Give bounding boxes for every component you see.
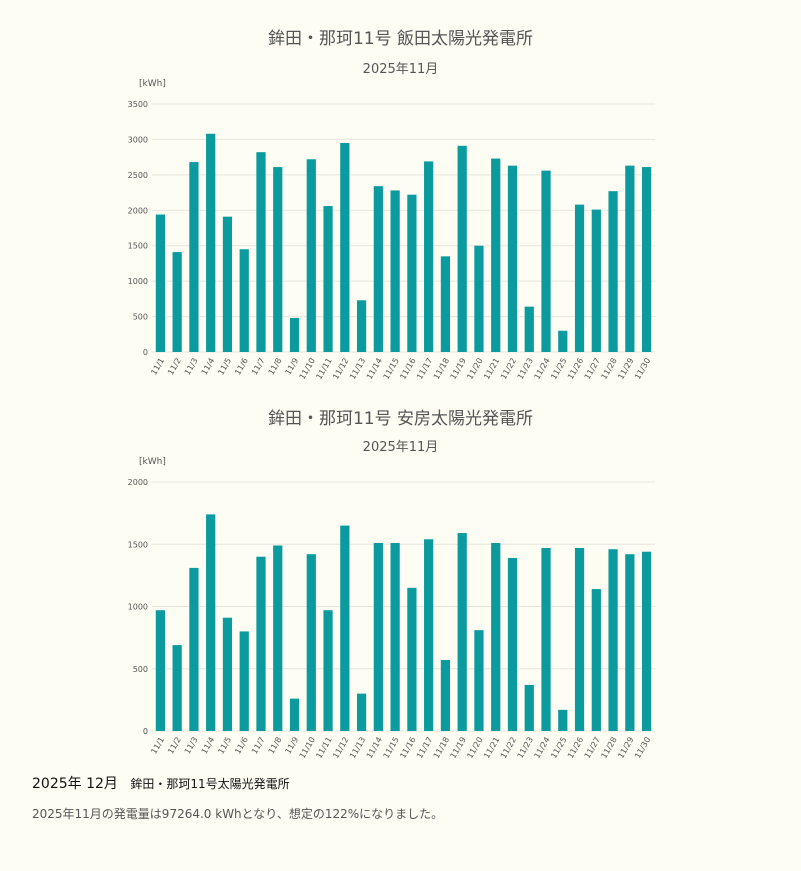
bar-11/20 [474, 630, 484, 731]
bar-11/28 [608, 549, 618, 731]
bar-11/5 [222, 216, 233, 352]
bar-11/7 [256, 152, 266, 352]
x-tick-label: 11/3 [183, 736, 200, 756]
y-axis-unit-label: [kWh] [139, 457, 166, 467]
x-tick-label: 11/1 [149, 736, 166, 756]
bar-11/17 [424, 161, 434, 352]
report-heading: 2025年 12月 鉾田・那珂11号太陽光発電所 [32, 773, 290, 793]
bar-11/12 [340, 525, 350, 731]
x-tick-label: 11/9 [283, 736, 300, 756]
bar-11/16 [407, 587, 417, 731]
bar-11/29 [625, 554, 635, 731]
bar-11/10 [306, 554, 316, 731]
x-tick-label: 11/8 [267, 736, 284, 756]
bar-11/24 [541, 547, 551, 731]
y-tick-label: 3000 [128, 135, 148, 144]
bar-11/18 [440, 660, 451, 731]
bar-11/22 [507, 165, 518, 352]
bar-11/28 [608, 191, 618, 352]
bar-11/22 [507, 557, 518, 731]
y-tick-label: 3500 [128, 100, 148, 109]
bar-11/8 [273, 545, 283, 731]
y-tick-label: 2500 [128, 171, 148, 180]
y-tick-label: 1500 [128, 242, 148, 251]
bar-11/19 [457, 533, 467, 731]
bar-11/12 [340, 142, 350, 352]
y-tick-label: 500 [133, 313, 148, 322]
bar-11/6 [239, 249, 249, 352]
bar-11/13 [356, 300, 367, 352]
bar-11/13 [356, 693, 367, 731]
y-tick-label: 0 [143, 727, 148, 736]
bar-11/27 [591, 589, 601, 731]
report-date: 2025年 12月 [32, 776, 118, 792]
x-tick-label: 11/2 [166, 736, 183, 756]
y-tick-label: 1500 [128, 540, 148, 549]
y-axis-unit-label: [kWh] [139, 79, 166, 89]
bar-11/5 [222, 617, 233, 731]
x-tick-label: 11/7 [250, 736, 267, 756]
bar-11/1 [155, 214, 165, 352]
y-tick-label: 2000 [128, 206, 148, 215]
bar-11/20 [474, 245, 484, 352]
report-plant-name: 鉾田・那珂11号太陽光発電所 [130, 777, 290, 791]
bar-11/26 [574, 204, 585, 352]
y-tick-label: 0 [143, 348, 148, 357]
bar-11/9 [289, 317, 300, 352]
bar-11/18 [440, 256, 451, 352]
chart-2-subtitle: 2025年11月 [362, 440, 439, 455]
bar-11/2 [172, 645, 182, 731]
bar-11/23 [524, 306, 534, 352]
y-tick-label: 500 [133, 665, 148, 674]
bar-11/10 [306, 159, 316, 352]
bar-11/2 [172, 252, 182, 352]
bar-11/8 [273, 167, 283, 352]
bar-11/11 [323, 206, 333, 352]
bar-11/11 [323, 610, 333, 731]
bar-11/1 [155, 610, 165, 731]
y-tick-label: 2000 [128, 478, 148, 487]
bar-11/4 [206, 514, 216, 731]
bar-11/25 [558, 709, 568, 731]
bar-11/25 [558, 330, 568, 352]
x-tick-label: 11/30 [633, 736, 652, 760]
y-tick-label: 1000 [128, 277, 148, 286]
bar-11/24 [541, 170, 551, 352]
bar-11/14 [373, 186, 383, 352]
bar-11/30 [642, 551, 652, 731]
bar-11/3 [189, 162, 199, 352]
bar-11/15 [390, 190, 400, 352]
bar-11/21 [491, 543, 501, 731]
x-tick-label: 11/4 [200, 736, 217, 756]
bar-11/4 [206, 133, 216, 352]
chart-2-title: 鉾田・那珂11号 安房太陽光発電所 [267, 409, 534, 429]
x-tick-label: 11/5 [216, 736, 233, 756]
bar-11/19 [457, 145, 467, 352]
bar-11/26 [574, 547, 585, 731]
report-summary: 2025年11月の発電量は97264.0 kWhとなり、想定の122%になりまし… [32, 807, 444, 821]
bar-11/9 [289, 698, 300, 731]
chart-1-subtitle: 2025年11月 [362, 62, 439, 77]
bar-11/15 [390, 543, 400, 731]
bar-11/21 [491, 158, 501, 352]
bar-11/14 [373, 543, 383, 731]
chart-1-title: 鉾田・那珂11号 飯田太陽光発電所 [267, 29, 534, 49]
bar-11/7 [256, 556, 266, 731]
bar-11/29 [625, 165, 635, 352]
bar-11/30 [642, 167, 652, 352]
bar-11/23 [524, 684, 534, 731]
bar-11/16 [407, 194, 417, 352]
bar-11/27 [591, 209, 601, 352]
x-tick-label: 11/6 [233, 736, 250, 756]
bar-11/3 [189, 567, 199, 731]
y-tick-label: 1000 [128, 603, 148, 612]
bar-11/17 [424, 539, 434, 731]
bar-11/6 [239, 631, 249, 731]
